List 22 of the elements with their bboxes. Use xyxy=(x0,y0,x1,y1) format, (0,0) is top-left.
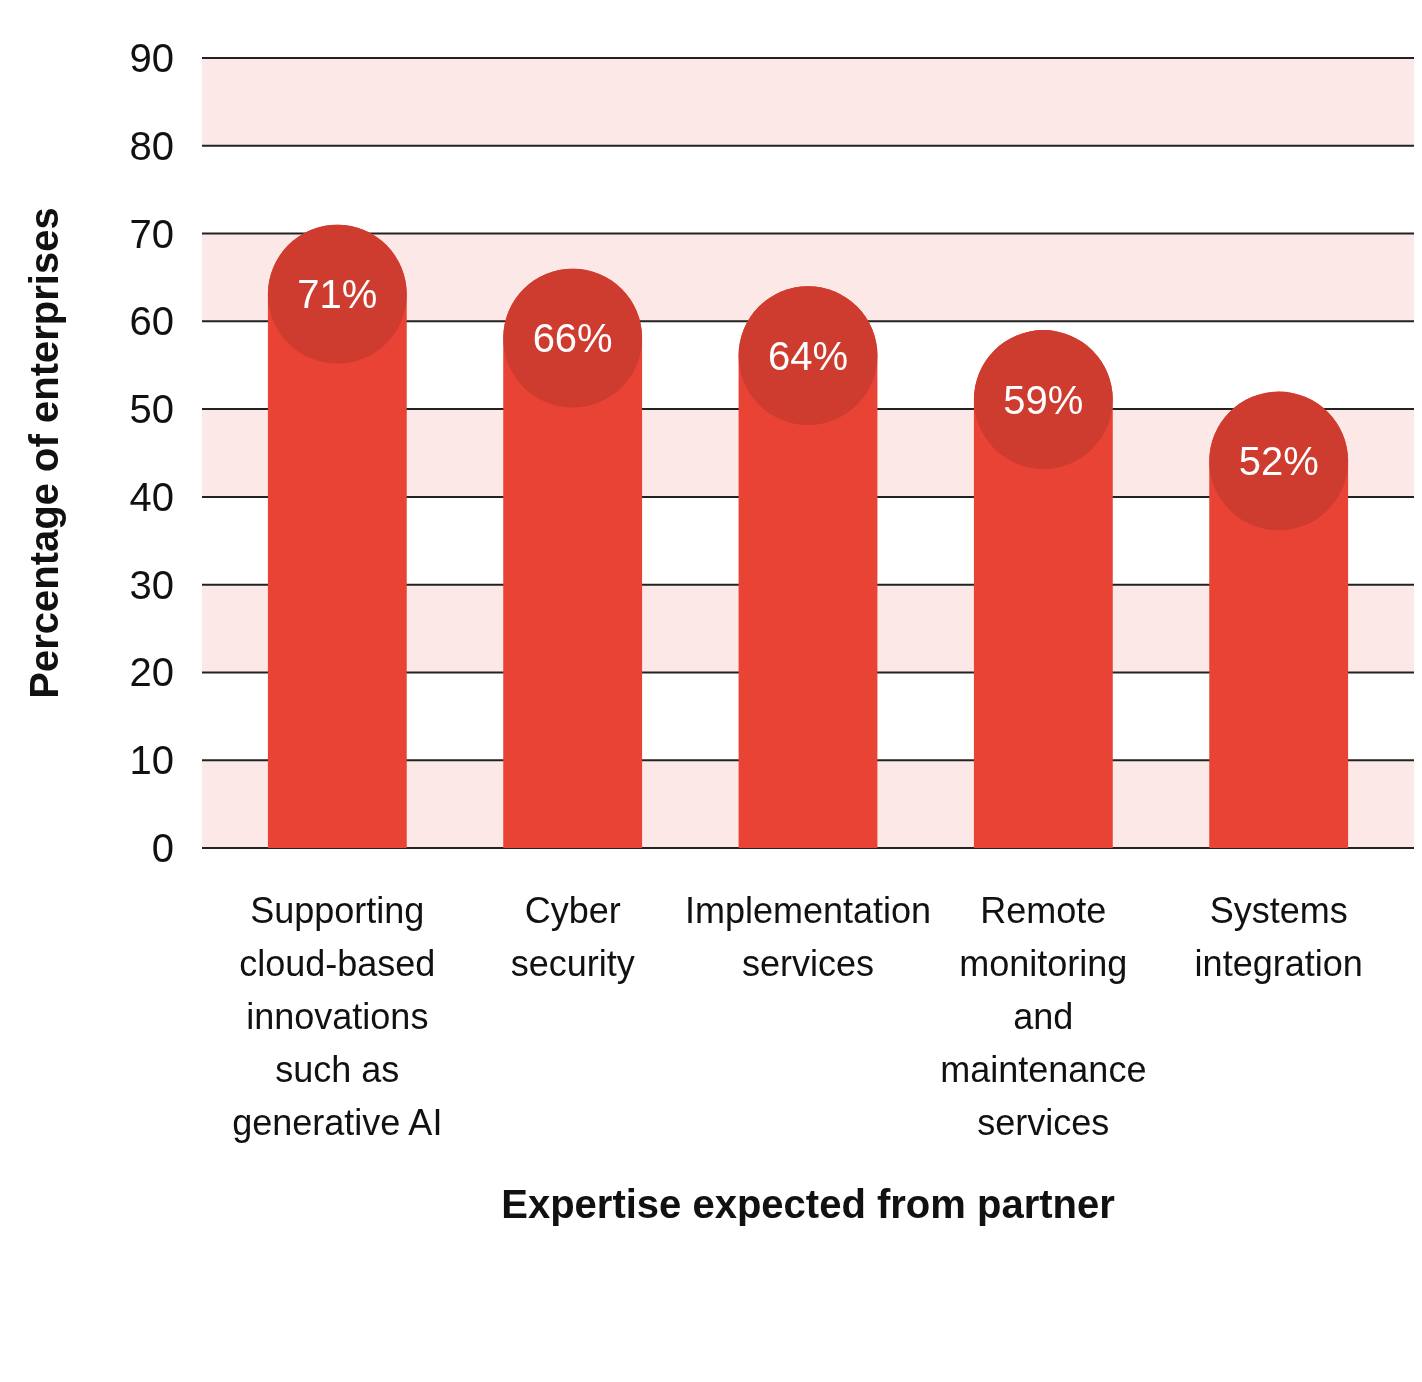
x-tick-label: Cyber security xyxy=(510,890,635,984)
y-tick-label: 10 xyxy=(129,738,174,783)
data-label: 64% xyxy=(767,333,849,378)
y-tick-label: 60 xyxy=(129,299,174,344)
x-tick-label: Supporting cloud-based innovations such as generative AI xyxy=(232,890,443,1143)
y-tick-label: 20 xyxy=(129,650,174,695)
data-label: 59% xyxy=(1003,377,1084,422)
y-tick-label: 40 xyxy=(129,474,174,519)
y-tick-label: 0 xyxy=(151,826,174,870)
data-label: 52% xyxy=(1238,438,1319,483)
y-tick-label: 30 xyxy=(129,562,174,607)
data-label: 66% xyxy=(532,316,613,361)
x-tick-label: Systems integration xyxy=(1194,890,1363,984)
y-tick-label: 80 xyxy=(129,123,174,168)
y-axis-title: Percentage of enterprises xyxy=(22,207,66,699)
y-tick-label: 70 xyxy=(129,211,174,256)
x-tick-label: Implementation services xyxy=(684,890,932,984)
data-label: 71% xyxy=(297,272,378,317)
x-tick-label: Remote monitoring and maintenance services xyxy=(940,890,1147,1143)
x-axis-title: Expertise expected from partner xyxy=(501,1182,1115,1226)
y-tick-label: 90 xyxy=(129,36,174,80)
y-tick-label: 50 xyxy=(129,387,174,432)
